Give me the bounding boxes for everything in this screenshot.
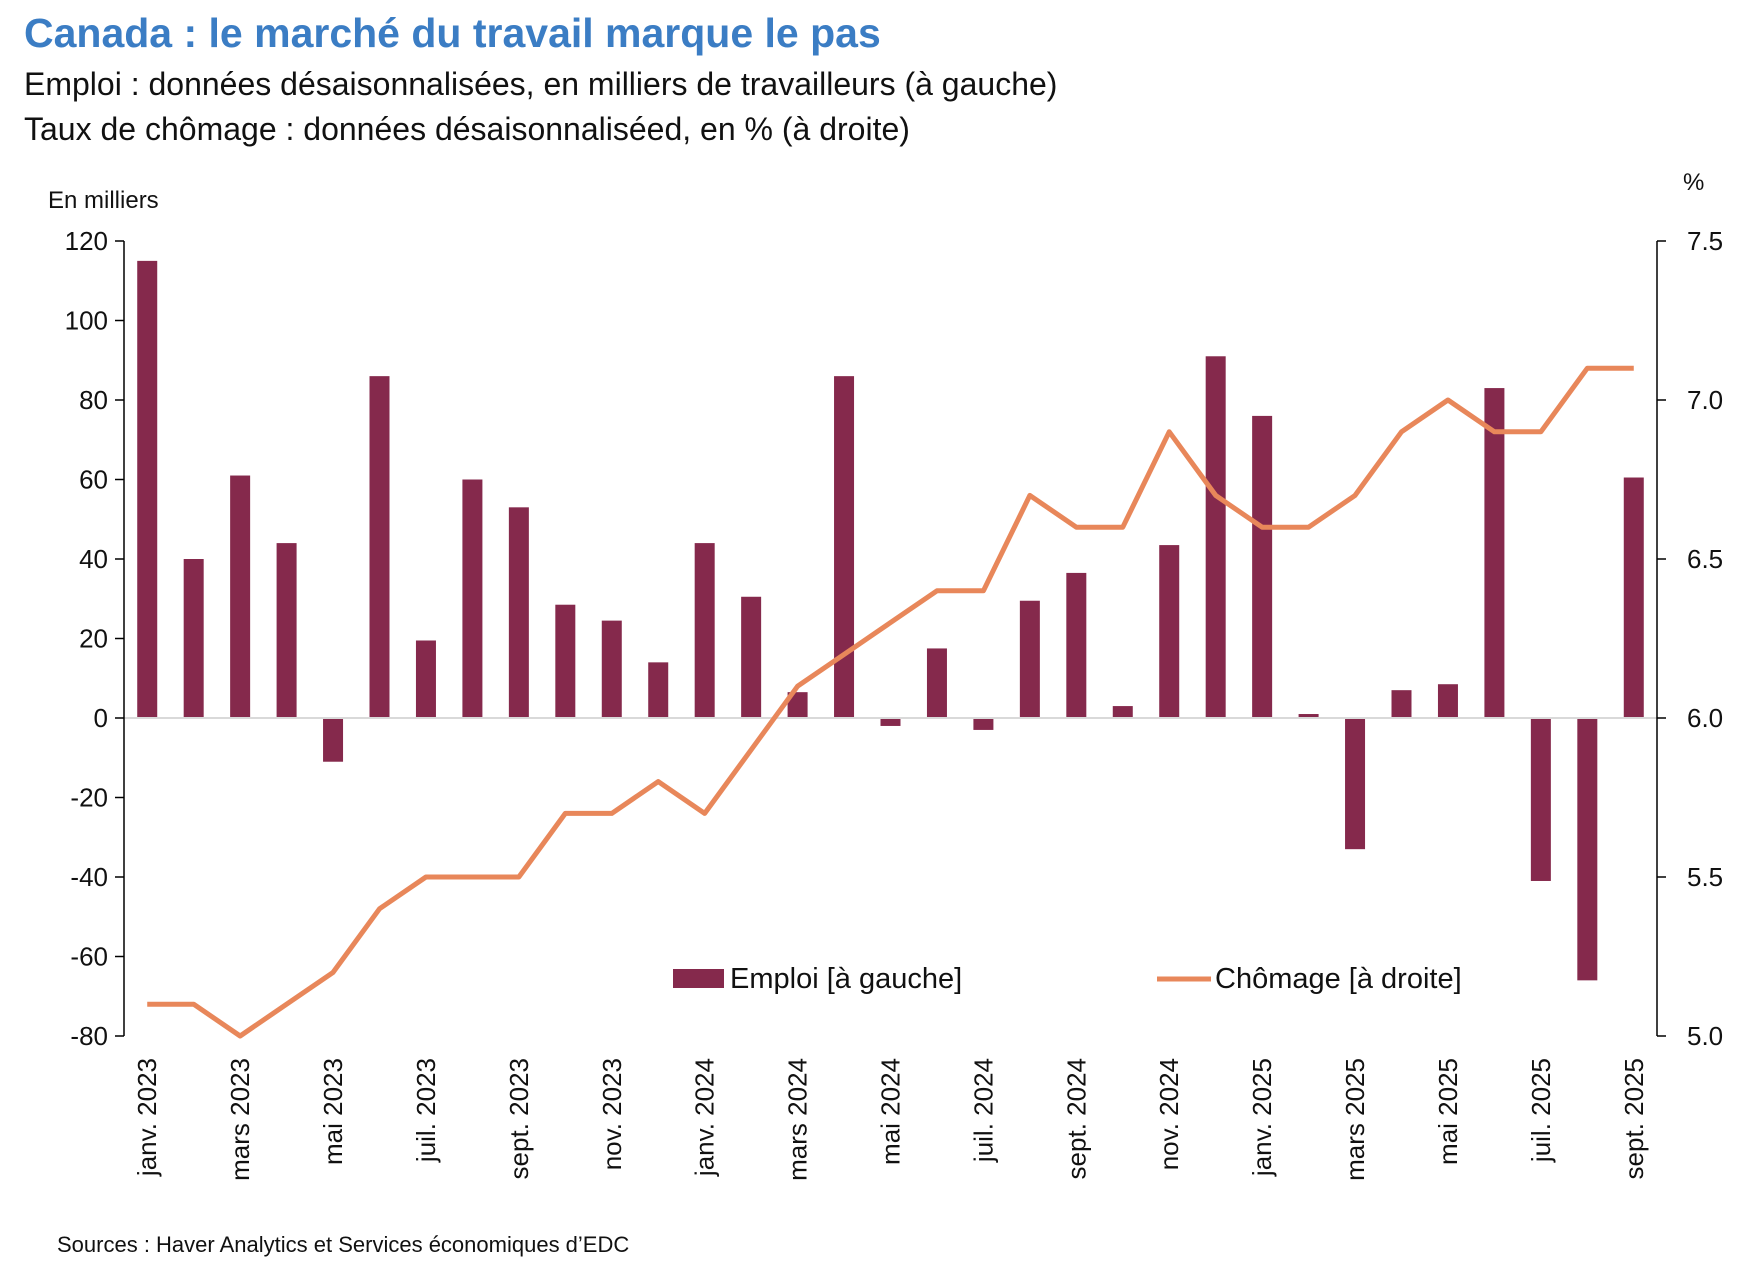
bar-emploi-27 [1391, 690, 1412, 718]
x-tick-label: janv. 2023 [132, 1058, 162, 1177]
bar-emploi-4 [323, 718, 344, 762]
bar-emploi-2 [230, 475, 251, 718]
bar-emploi-30 [1530, 718, 1551, 881]
left-tick-label: 0 [94, 703, 108, 733]
left-tick-label: 20 [79, 624, 108, 654]
legend-label-emploi: Emploi [à gauche] [730, 963, 962, 995]
x-tick-label: mai 2023 [318, 1058, 348, 1165]
left-axis-label: En milliers [48, 187, 159, 214]
right-tick-label: 6.5 [1687, 544, 1723, 574]
bar-emploi-5 [369, 376, 390, 718]
x-tick-label: mars 2025 [1340, 1058, 1370, 1181]
left-tick-label: 60 [79, 465, 108, 495]
bar-emploi-32 [1623, 477, 1644, 718]
chart-title: Canada : le marché du travail marque le … [24, 10, 881, 56]
left-tick-label: 80 [79, 385, 108, 415]
x-tick-label: sept. 2025 [1619, 1058, 1649, 1179]
left-tick-label: -20 [70, 783, 108, 813]
right-tick-label: 5.0 [1687, 1021, 1723, 1051]
x-tick-label: juil. 2023 [411, 1058, 441, 1163]
bar-emploi-23 [1205, 356, 1226, 718]
x-tick-label: mars 2024 [783, 1058, 813, 1181]
bar-emploi-19 [1019, 600, 1040, 718]
bar-emploi-20 [1066, 572, 1087, 718]
bar-emploi-11 [648, 662, 669, 718]
bar-emploi-29 [1484, 388, 1505, 718]
bar-emploi-25 [1298, 714, 1319, 718]
x-tick-label: sept. 2024 [1061, 1058, 1091, 1179]
x-tick-label: nov. 2024 [1154, 1058, 1184, 1170]
chart-subtitle-unemployment: Taux de chômage : données désaisonnalisé… [24, 111, 910, 147]
bar-emploi-3 [276, 543, 297, 718]
x-tick-label: janv. 2024 [690, 1058, 720, 1177]
x-tick-label: juil. 2024 [968, 1058, 998, 1163]
bar-emploi-7 [462, 479, 483, 718]
bar-emploi-24 [1252, 415, 1273, 718]
bar-emploi-8 [508, 507, 529, 718]
bar-emploi-13 [741, 596, 762, 718]
right-axis-label: % [1683, 169, 1704, 196]
x-tick-label: sept. 2023 [504, 1058, 534, 1179]
left-tick-label: 40 [79, 544, 108, 574]
bar-emploi-6 [415, 640, 436, 718]
bar-emploi-28 [1437, 684, 1458, 718]
bar-emploi-0 [137, 260, 158, 718]
source-note: Sources : Haver Analytics et Services éc… [57, 1232, 630, 1257]
bar-emploi-31 [1577, 718, 1598, 981]
left-tick-label: -80 [70, 1021, 108, 1051]
bar-emploi-9 [555, 604, 576, 718]
bar-emploi-14 [787, 692, 808, 718]
x-tick-label: mai 2024 [876, 1058, 906, 1165]
left-tick-label: 100 [65, 306, 108, 336]
right-tick-label: 6.0 [1687, 703, 1723, 733]
bar-emploi-22 [1159, 545, 1180, 718]
x-tick-label: mai 2025 [1433, 1058, 1463, 1165]
legend-swatch-emploi [673, 969, 724, 988]
x-tick-label: janv. 2025 [1247, 1058, 1277, 1177]
left-tick-label: -60 [70, 942, 108, 972]
bar-emploi-12 [694, 543, 715, 718]
legend-label-chomage: Chômage [à droite] [1215, 963, 1462, 995]
left-tick-label: -40 [70, 862, 108, 892]
right-tick-label: 5.5 [1687, 862, 1723, 892]
bar-emploi-21 [1112, 706, 1133, 718]
bar-emploi-16 [880, 718, 901, 726]
bar-emploi-15 [834, 376, 855, 718]
chart-subtitle-employment: Emploi : données désaisonnalisées, en mi… [24, 66, 1058, 102]
x-tick-label: nov. 2023 [597, 1058, 627, 1170]
bar-emploi-17 [926, 648, 947, 718]
left-tick-label: 120 [65, 226, 108, 256]
x-tick-label: juil. 2025 [1526, 1058, 1556, 1163]
right-tick-label: 7.5 [1687, 226, 1723, 256]
bar-emploi-18 [973, 718, 994, 730]
right-tick-label: 7.0 [1687, 385, 1723, 415]
bar-emploi-1 [183, 559, 204, 718]
x-tick-label: mars 2023 [225, 1058, 255, 1181]
bar-emploi-10 [601, 620, 622, 718]
bar-emploi-26 [1345, 718, 1366, 850]
legend: Emploi [à gauche] Chômage [à droite] [673, 963, 1462, 995]
